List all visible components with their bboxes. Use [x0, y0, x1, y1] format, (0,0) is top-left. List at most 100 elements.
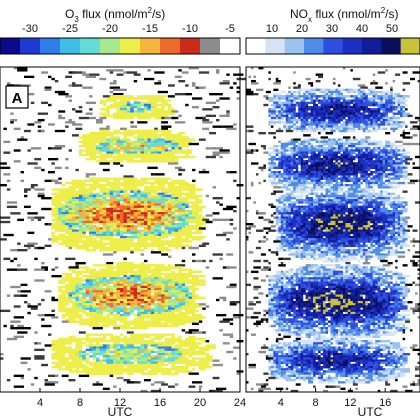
heatmap-cell — [147, 99, 155, 102]
heatmap-cell — [102, 199, 107, 202]
heatmap-cell — [310, 164, 314, 167]
heatmap-cell — [290, 140, 299, 144]
heatmap-cell — [360, 149, 363, 152]
heatmap-cell — [360, 114, 363, 118]
heatmap-cell — [75, 240, 86, 243]
heatmap-cell — [273, 145, 281, 148]
heatmap-cell — [280, 116, 284, 120]
heatmap-cell — [171, 142, 182, 146]
colorbar-tick-label: 30 — [326, 23, 338, 35]
heatmap-cell — [68, 296, 72, 300]
heatmap-cell — [212, 389, 223, 393]
heatmap-cell — [335, 175, 338, 178]
heatmap-cell — [123, 201, 127, 204]
heatmap-cell — [164, 216, 168, 219]
heatmap-cell — [147, 242, 155, 245]
heatmap-cell — [3, 151, 11, 154]
heatmap-cell — [268, 132, 276, 135]
heatmap-cell — [65, 275, 69, 278]
heatmap-cell — [123, 205, 127, 209]
heatmap-cell — [285, 168, 289, 172]
heatmap-cell — [68, 220, 72, 224]
heatmap-cell — [171, 140, 175, 144]
heatmap-cell — [72, 71, 83, 74]
heatmap-cell — [130, 366, 141, 369]
heatmap-cell — [130, 368, 134, 371]
heatmap-cell — [168, 199, 179, 202]
heatmap-cell — [318, 151, 321, 154]
heatmap-cell — [130, 125, 138, 128]
heatmap-cell — [133, 340, 141, 343]
heatmap-cell — [303, 155, 309, 159]
heatmap-cell — [150, 324, 155, 328]
heatmap-cell — [44, 268, 48, 271]
heatmap-cell — [89, 309, 93, 313]
heatmap-cell — [288, 162, 291, 165]
heatmap-cell — [137, 155, 148, 159]
heatmap-cell — [96, 186, 100, 189]
heatmap-cell — [402, 155, 411, 159]
heatmap-cell — [96, 322, 100, 326]
heatmap-cell — [123, 132, 134, 135]
heatmap-cell — [126, 110, 134, 113]
heatmap-cell — [123, 357, 131, 360]
heatmap-cell — [268, 162, 276, 165]
heatmap-cell — [362, 121, 368, 124]
heatmap-cell — [402, 71, 408, 74]
heatmap-cell — [54, 199, 59, 202]
heatmap-cell — [130, 190, 134, 193]
heatmap-cell — [188, 344, 196, 347]
heatmap-cell — [82, 355, 86, 358]
heatmap-cell — [188, 311, 196, 315]
heatmap-cell — [397, 116, 401, 120]
heatmap-cell — [51, 268, 55, 271]
heatmap-cell — [293, 138, 301, 141]
heatmap-cell — [380, 175, 383, 178]
heatmap-cell — [150, 307, 155, 310]
heatmap-cell — [78, 355, 86, 358]
heatmap-cell — [337, 147, 341, 150]
heatmap-cell — [51, 218, 62, 222]
heatmap-cell — [161, 108, 165, 111]
heatmap-cell — [367, 153, 376, 157]
heatmap-cell — [308, 123, 311, 126]
heatmap-cell — [195, 194, 203, 198]
heatmap-cell — [78, 116, 90, 120]
heatmap-cell — [290, 155, 294, 159]
heatmap-cell — [126, 229, 134, 232]
heatmap-cell — [198, 71, 210, 74]
heatmap-cell — [120, 205, 124, 209]
colorbar-swatch — [20, 38, 41, 54]
heatmap-cell — [75, 314, 83, 317]
heatmap-cell — [192, 322, 199, 326]
heatmap-cell — [185, 357, 189, 360]
heatmap-cell — [65, 201, 69, 204]
heatmap-cell — [68, 246, 72, 250]
heatmap-cell — [293, 116, 296, 120]
heatmap-cell — [72, 340, 76, 343]
heatmap-cell — [96, 197, 103, 200]
heatmap-cell — [171, 275, 179, 278]
heatmap-cell — [360, 140, 363, 144]
heatmap-cell — [96, 244, 100, 248]
heatmap-cell — [174, 147, 179, 150]
heatmap-cell — [168, 307, 175, 310]
heatmap-cell — [325, 138, 329, 141]
heatmap-cell — [6, 82, 11, 85]
heatmap-cell — [72, 305, 76, 308]
heatmap-cell — [375, 171, 378, 174]
heatmap-cell — [75, 262, 86, 265]
heatmap-cell — [195, 259, 203, 263]
heatmap-cell — [113, 318, 117, 321]
heatmap-cell — [402, 129, 406, 133]
heatmap-cell — [168, 220, 175, 224]
heatmap-cell — [415, 116, 420, 120]
heatmap-cell — [150, 173, 155, 176]
heatmap-cell — [120, 227, 127, 230]
heatmap-cell — [0, 166, 11, 170]
heatmap-cell — [106, 294, 114, 297]
heatmap-cell — [320, 106, 324, 109]
heatmap-cell — [323, 103, 331, 107]
heatmap-cell — [164, 368, 168, 371]
heatmap-cell — [335, 162, 338, 165]
